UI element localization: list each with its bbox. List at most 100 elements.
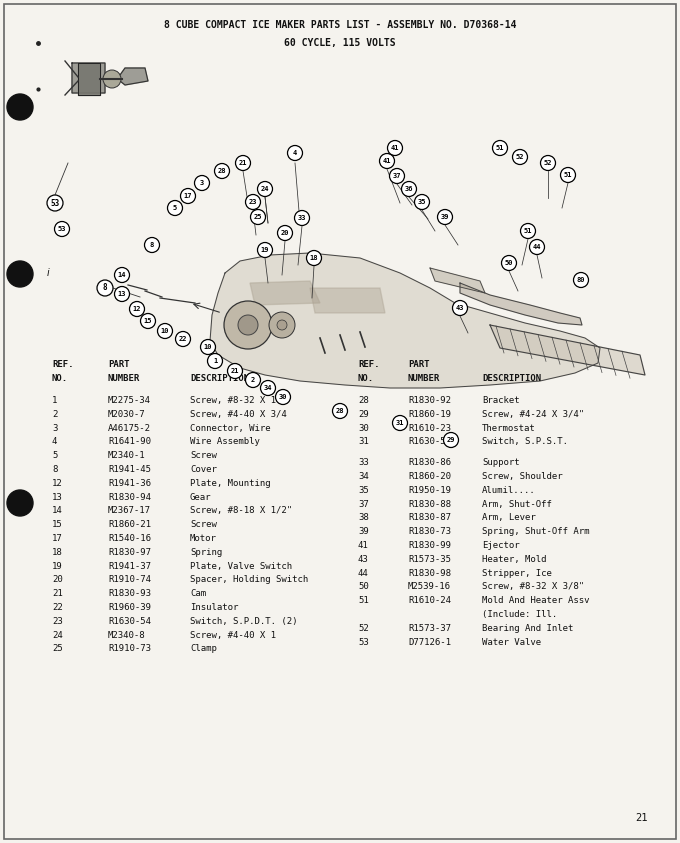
Text: Switch, S.P.S.T.: Switch, S.P.S.T.	[482, 438, 568, 447]
Text: 13: 13	[52, 492, 63, 502]
Text: 3: 3	[52, 424, 57, 432]
Text: 21: 21	[52, 589, 63, 599]
Text: 41: 41	[358, 541, 369, 550]
Text: 28: 28	[218, 168, 226, 174]
Text: M2030-7: M2030-7	[108, 410, 146, 419]
Circle shape	[573, 272, 588, 287]
Circle shape	[144, 238, 160, 253]
Text: 15: 15	[52, 520, 63, 529]
Text: Screw, #8-32 X 3/8": Screw, #8-32 X 3/8"	[482, 583, 584, 592]
Text: R1573-35: R1573-35	[408, 555, 451, 564]
Polygon shape	[78, 63, 100, 95]
Text: 4: 4	[52, 438, 57, 447]
Text: Plate, Mounting: Plate, Mounting	[190, 479, 271, 488]
Circle shape	[245, 373, 260, 388]
Text: 17: 17	[52, 534, 63, 543]
Circle shape	[158, 324, 173, 339]
Text: Screw, Shoulder: Screw, Shoulder	[482, 472, 562, 481]
Text: R1860-20: R1860-20	[408, 472, 451, 481]
Text: 34: 34	[264, 385, 272, 391]
Text: D77126-1: D77126-1	[408, 637, 451, 647]
Text: 10: 10	[204, 344, 212, 350]
Text: Screw, #4-40 X 3/4: Screw, #4-40 X 3/4	[190, 410, 287, 419]
Text: 18: 18	[52, 548, 63, 557]
Circle shape	[214, 164, 230, 179]
Text: 25: 25	[254, 214, 262, 220]
Text: DESCRIPTION: DESCRIPTION	[190, 374, 249, 383]
Text: NO.: NO.	[358, 374, 374, 383]
Circle shape	[201, 340, 216, 355]
Text: 8: 8	[52, 465, 57, 474]
Text: REF.: REF.	[358, 360, 379, 369]
Text: R1630-54: R1630-54	[108, 617, 151, 626]
Text: R1610-23: R1610-23	[408, 424, 451, 432]
Text: R1830-86: R1830-86	[408, 459, 451, 467]
Text: Screw, #8-32 X 1: Screw, #8-32 X 1	[190, 396, 276, 405]
Text: 41: 41	[391, 145, 399, 151]
Text: NUMBER: NUMBER	[408, 374, 440, 383]
Text: 52: 52	[544, 160, 552, 166]
Text: 30: 30	[279, 394, 287, 400]
Text: 31: 31	[396, 420, 404, 426]
Text: R1910-73: R1910-73	[108, 645, 151, 653]
Text: 50: 50	[358, 583, 369, 592]
Polygon shape	[430, 268, 485, 293]
Circle shape	[228, 363, 243, 379]
Text: R1830-73: R1830-73	[408, 527, 451, 536]
Circle shape	[415, 195, 430, 210]
Text: 19: 19	[52, 561, 63, 571]
Circle shape	[194, 175, 209, 191]
Circle shape	[288, 146, 303, 160]
Circle shape	[390, 169, 405, 184]
Text: R1573-37: R1573-37	[408, 624, 451, 633]
Text: 17: 17	[184, 193, 192, 199]
Circle shape	[277, 320, 287, 330]
Text: 35: 35	[418, 199, 426, 205]
Circle shape	[103, 70, 121, 88]
Text: R1610-24: R1610-24	[408, 596, 451, 605]
Circle shape	[560, 168, 575, 182]
Text: 29: 29	[358, 410, 369, 419]
Text: R1860-21: R1860-21	[108, 520, 151, 529]
Circle shape	[141, 314, 156, 329]
Text: R1540-16: R1540-16	[108, 534, 151, 543]
Text: 25: 25	[52, 645, 63, 653]
Circle shape	[54, 222, 69, 237]
Text: 14: 14	[52, 507, 63, 515]
Text: 23: 23	[249, 199, 257, 205]
Text: 10: 10	[160, 328, 169, 334]
Text: Cam: Cam	[190, 589, 206, 599]
Circle shape	[258, 181, 273, 196]
Text: R1641-90: R1641-90	[108, 438, 151, 447]
Text: M2367-17: M2367-17	[108, 507, 151, 515]
Circle shape	[379, 153, 394, 169]
Text: 5: 5	[52, 451, 57, 460]
Text: Motor: Motor	[190, 534, 217, 543]
Text: Mold And Heater Assv: Mold And Heater Assv	[482, 596, 590, 605]
Text: R1830-88: R1830-88	[408, 500, 451, 508]
Polygon shape	[250, 281, 320, 305]
Text: Screw, #8-18 X 1/2": Screw, #8-18 X 1/2"	[190, 507, 292, 515]
Polygon shape	[310, 288, 385, 313]
Circle shape	[333, 404, 347, 418]
Circle shape	[47, 195, 63, 211]
Circle shape	[97, 280, 113, 296]
Text: 33: 33	[298, 215, 306, 221]
Text: 22: 22	[179, 336, 187, 342]
Circle shape	[392, 416, 407, 431]
Text: R1860-19: R1860-19	[408, 410, 451, 419]
Text: M2340-1: M2340-1	[108, 451, 146, 460]
Circle shape	[114, 287, 129, 302]
Text: 28: 28	[336, 408, 344, 414]
Text: 51: 51	[358, 596, 369, 605]
Polygon shape	[72, 63, 148, 93]
Text: Stripper, Ice: Stripper, Ice	[482, 568, 552, 577]
Circle shape	[401, 181, 416, 196]
Text: 50: 50	[505, 260, 513, 266]
Circle shape	[175, 331, 190, 346]
Text: NO.: NO.	[52, 374, 68, 383]
Text: 5: 5	[173, 205, 177, 211]
Text: 24: 24	[260, 186, 269, 192]
Text: M2340-8: M2340-8	[108, 631, 146, 640]
Text: R1960-39: R1960-39	[108, 603, 151, 612]
